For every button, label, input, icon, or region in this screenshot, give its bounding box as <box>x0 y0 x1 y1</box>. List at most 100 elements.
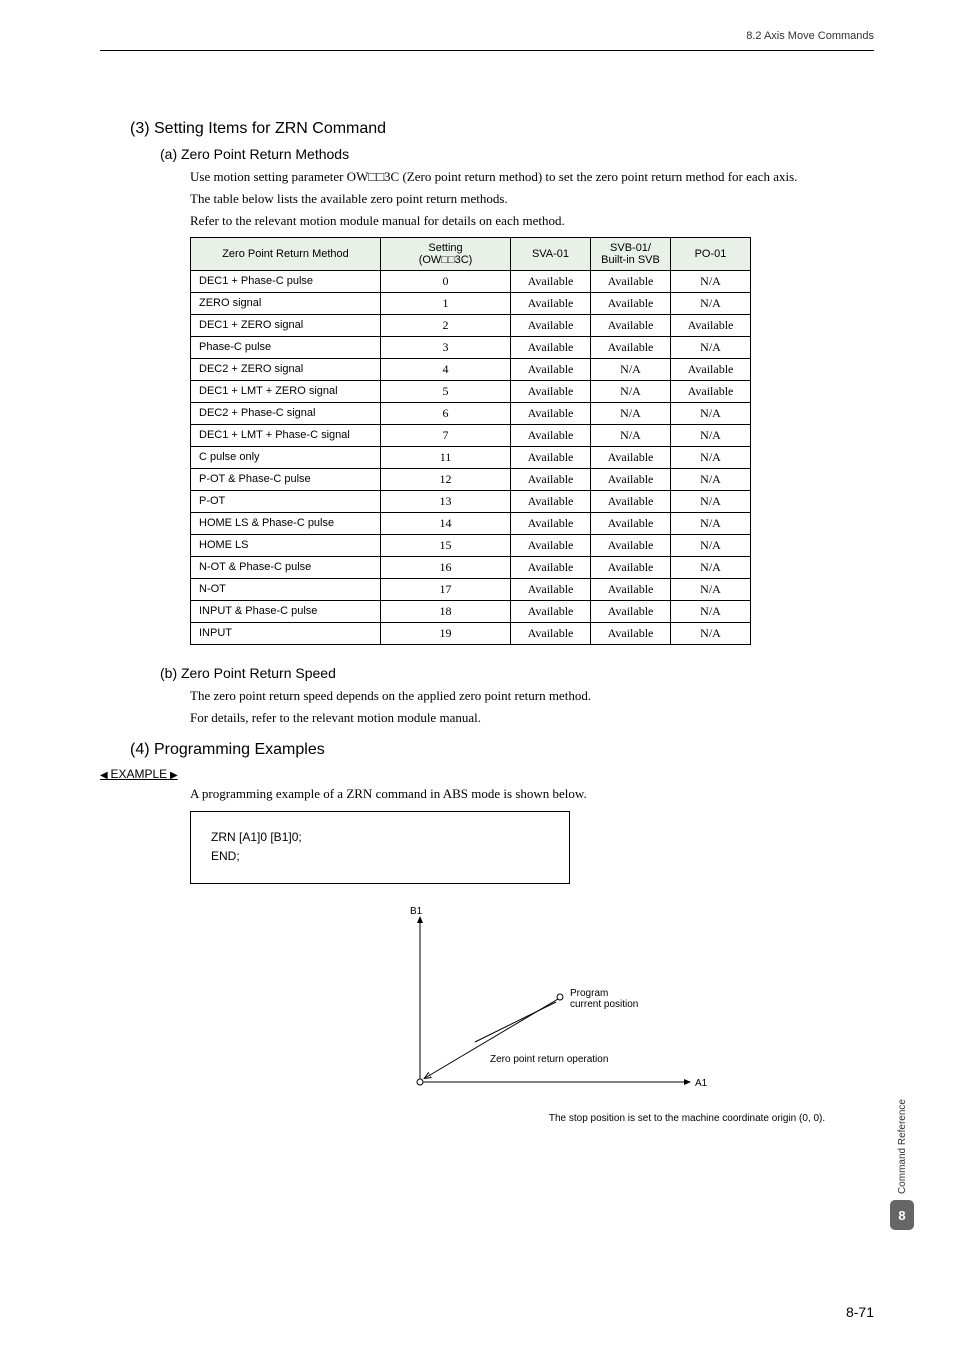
page-content: (3) Setting Items for ZRN Command (a) Ze… <box>100 120 874 1124</box>
cell-sva: Available <box>511 292 591 314</box>
cell-sva: Available <box>511 446 591 468</box>
cell-sva: Available <box>511 622 591 644</box>
cell-svb: N/A <box>591 380 671 402</box>
th-svb: SVB-01/ Built-in SVB <box>591 237 671 270</box>
table-row: DEC1 + LMT + ZERO signal5AvailableN/AAva… <box>191 380 751 402</box>
table-row: DEC1 + ZERO signal2AvailableAvailableAva… <box>191 314 751 336</box>
diag-program-l2: current position <box>570 999 638 1010</box>
table-row: HOME LS & Phase-C pulse14AvailableAvaila… <box>191 512 751 534</box>
cell-svb: Available <box>591 600 671 622</box>
cell-svb: N/A <box>591 358 671 380</box>
cell-svb: N/A <box>591 424 671 446</box>
cell-method: HOME LS <box>191 534 381 556</box>
cell-setting: 12 <box>381 468 511 490</box>
para-speed-1: The zero point return speed depends on t… <box>190 687 874 705</box>
zpr-methods-table: Zero Point Return Method Setting (OW□□3C… <box>190 237 751 645</box>
cell-sva: Available <box>511 424 591 446</box>
cell-po: N/A <box>671 534 751 556</box>
cell-sva: Available <box>511 358 591 380</box>
cell-method: DEC1 + ZERO signal <box>191 314 381 336</box>
cell-svb: N/A <box>591 402 671 424</box>
cell-po: Available <box>671 380 751 402</box>
th-sva: SVA-01 <box>511 237 591 270</box>
cell-po: N/A <box>671 468 751 490</box>
cell-sva: Available <box>511 314 591 336</box>
side-chapter-number: 8 <box>890 1200 914 1230</box>
cell-po: Available <box>671 358 751 380</box>
table-row: P-OT13AvailableAvailableN/A <box>191 490 751 512</box>
cell-svb: Available <box>591 270 671 292</box>
cell-sva: Available <box>511 402 591 424</box>
cell-method: INPUT <box>191 622 381 644</box>
cell-setting: 4 <box>381 358 511 380</box>
zrn-diagram-svg: B1 A1 Program current position Zero poin… <box>340 902 760 1102</box>
cell-svb: Available <box>591 556 671 578</box>
para-example-intro: A programming example of a ZRN command i… <box>190 785 874 803</box>
cell-svb: Available <box>591 512 671 534</box>
table-row: Phase-C pulse3AvailableAvailableN/A <box>191 336 751 358</box>
cell-svb: Available <box>591 314 671 336</box>
cell-setting: 18 <box>381 600 511 622</box>
cell-sva: Available <box>511 534 591 556</box>
header-section: 8.2 Axis Move Commands <box>746 30 874 42</box>
cell-sva: Available <box>511 270 591 292</box>
side-tab: Command Reference 8 <box>890 1099 914 1230</box>
th-method: Zero Point Return Method <box>191 237 381 270</box>
cell-po: N/A <box>671 424 751 446</box>
cell-method: DEC1 + Phase-C pulse <box>191 270 381 292</box>
table-row: C pulse only11AvailableAvailableN/A <box>191 446 751 468</box>
th-po: PO-01 <box>671 237 751 270</box>
cell-po: N/A <box>671 292 751 314</box>
para-methods-2: The table below lists the available zero… <box>190 190 874 208</box>
cell-po: N/A <box>671 402 751 424</box>
heading-3-zrn-settings: (3) Setting Items for ZRN Command <box>130 120 874 138</box>
cell-sva: Available <box>511 380 591 402</box>
cell-setting: 15 <box>381 534 511 556</box>
table-row: HOME LS15AvailableAvailableN/A <box>191 534 751 556</box>
cell-setting: 0 <box>381 270 511 292</box>
cell-svb: Available <box>591 622 671 644</box>
cell-svb: Available <box>591 468 671 490</box>
cell-method: Phase-C pulse <box>191 336 381 358</box>
diagram-caption: The stop position is set to the machine … <box>500 1113 874 1124</box>
table-row: DEC2 + ZERO signal4AvailableN/AAvailable <box>191 358 751 380</box>
cell-method: N-OT & Phase-C pulse <box>191 556 381 578</box>
cell-method: ZERO signal <box>191 292 381 314</box>
cell-sva: Available <box>511 512 591 534</box>
cell-setting: 17 <box>381 578 511 600</box>
heading-4-zpr-speed: (b) Zero Point Return Speed <box>160 665 874 681</box>
cell-sva: Available <box>511 468 591 490</box>
table-row: P-OT & Phase-C pulse12AvailableAvailable… <box>191 468 751 490</box>
cell-svb: Available <box>591 534 671 556</box>
cell-setting: 7 <box>381 424 511 446</box>
zrn-diagram: B1 A1 Program current position Zero poin… <box>340 902 874 1124</box>
cell-method: P-OT <box>191 490 381 512</box>
code-line-1: ZRN [A1]0 [B1]0; <box>211 828 549 847</box>
cell-po: N/A <box>671 270 751 292</box>
cell-sva: Available <box>511 556 591 578</box>
cell-sva: Available <box>511 600 591 622</box>
page-number: 8-71 <box>846 1304 874 1320</box>
para-speed-2: For details, refer to the relevant motio… <box>190 709 874 727</box>
table-row: DEC1 + Phase-C pulse0AvailableAvailableN… <box>191 270 751 292</box>
cell-setting: 5 <box>381 380 511 402</box>
para-methods-3: Refer to the relevant motion module manu… <box>190 212 874 230</box>
cell-setting: 13 <box>381 490 511 512</box>
cell-method: DEC1 + LMT + ZERO signal <box>191 380 381 402</box>
cell-svb: Available <box>591 446 671 468</box>
code-example-box: ZRN [A1]0 [B1]0; END; <box>190 811 570 883</box>
cell-method: DEC2 + ZERO signal <box>191 358 381 380</box>
cell-setting: 16 <box>381 556 511 578</box>
cell-setting: 19 <box>381 622 511 644</box>
example-marker: EXAMPLE <box>100 767 874 781</box>
cell-setting: 3 <box>381 336 511 358</box>
cell-svb: Available <box>591 490 671 512</box>
cell-setting: 14 <box>381 512 511 534</box>
cell-po: N/A <box>671 336 751 358</box>
cell-setting: 11 <box>381 446 511 468</box>
cell-svb: Available <box>591 292 671 314</box>
table-row: INPUT19AvailableAvailableN/A <box>191 622 751 644</box>
cell-method: P-OT & Phase-C pulse <box>191 468 381 490</box>
cell-sva: Available <box>511 336 591 358</box>
code-line-2: END; <box>211 847 549 866</box>
